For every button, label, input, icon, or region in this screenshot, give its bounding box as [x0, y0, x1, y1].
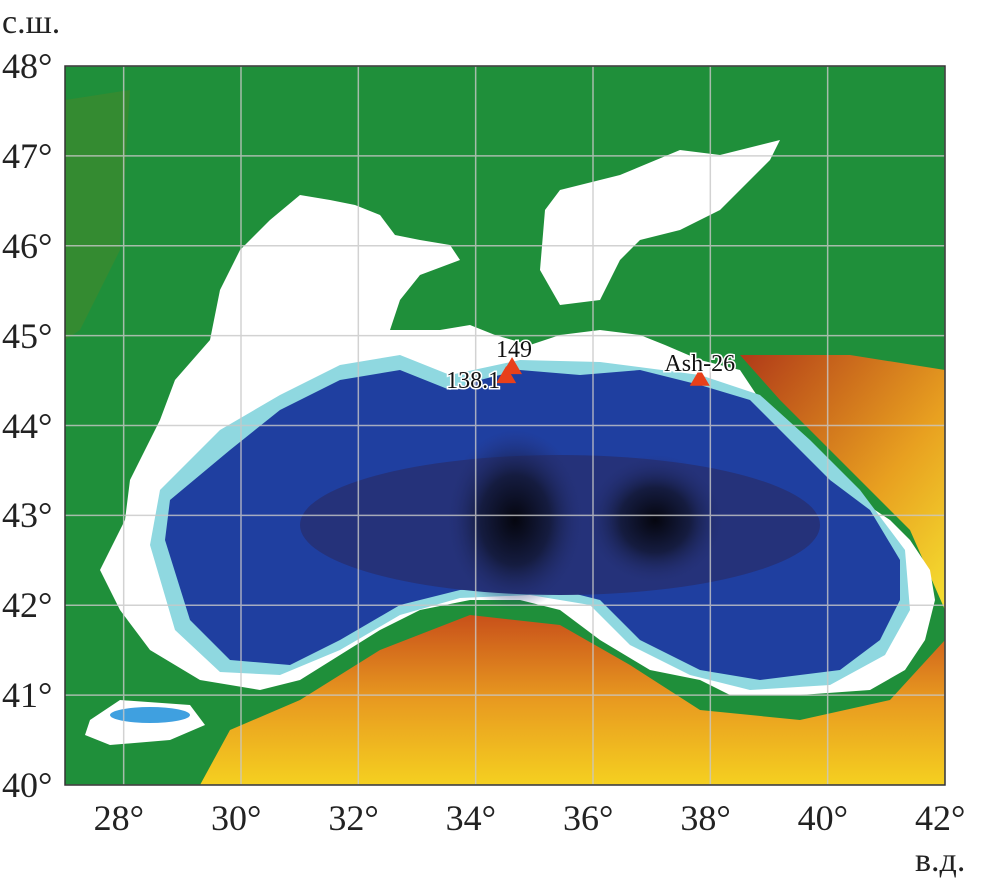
lat-tick-label: 42° — [2, 585, 53, 626]
marmara-deep — [110, 707, 190, 723]
core-site-label: Ash-26 — [664, 351, 735, 377]
lon-tick-label: 42° — [915, 798, 966, 838]
map-frame — [64, 65, 946, 786]
lat-axis-title: с.ш. — [2, 4, 61, 41]
carpathian-highland — [65, 90, 130, 340]
core-site-marker — [496, 366, 517, 384]
lon-tick-label: 36° — [563, 798, 614, 838]
east-deep — [585, 455, 725, 585]
lat-tick-label: 44° — [2, 405, 53, 446]
sea-of-azov — [540, 140, 780, 305]
lon-tick-label: 32° — [328, 798, 379, 838]
core-site-label: 138.1 — [446, 368, 500, 394]
lat-tick-label: 46° — [2, 225, 53, 266]
caucasus-highland — [740, 355, 945, 610]
lon-tick-label: 30° — [211, 798, 262, 838]
lon-tick-label: 38° — [680, 798, 731, 838]
core-site-label: 149 — [496, 337, 532, 363]
anatolia-highland — [200, 615, 945, 785]
lat-tick-label: 43° — [2, 495, 53, 536]
lon-tick-label: 34° — [445, 798, 497, 838]
lon-axis-title: в.д. — [915, 842, 966, 879]
lat-tick-label: 47° — [2, 135, 53, 176]
lat-tick-label: 45° — [2, 315, 53, 356]
markers: 149 138.1 Ash-26 — [445, 336, 737, 396]
lon-tick-label: 40° — [797, 798, 849, 838]
lat-tick-label: 40° — [2, 765, 53, 805]
lon-tick-label: 28° — [93, 798, 145, 838]
grid — [65, 66, 945, 785]
west-deep — [445, 430, 585, 610]
lat-tick-label: 41° — [2, 675, 53, 716]
core-site-marker — [689, 368, 710, 386]
lat-tick-label: 48° — [2, 46, 53, 86]
